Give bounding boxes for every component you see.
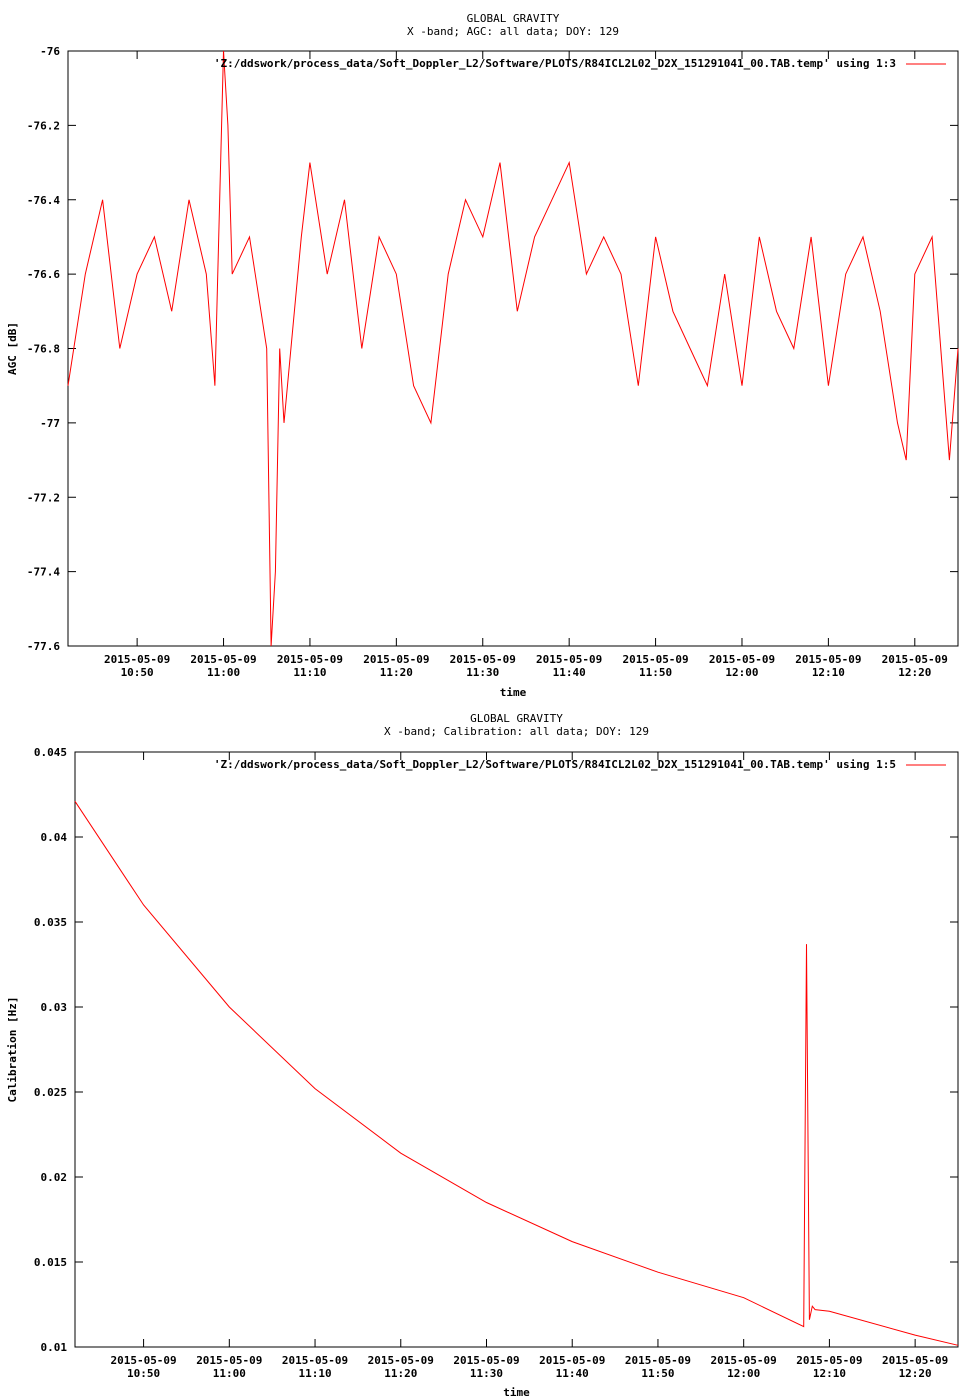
y-tick-label: 0.045 bbox=[34, 746, 67, 759]
y-tick-label: 0.015 bbox=[34, 1256, 67, 1269]
x-tick-date-label: 2015-05-09 bbox=[622, 653, 688, 666]
y-tick-label: 0.02 bbox=[41, 1171, 68, 1184]
y-tick-label: -76 bbox=[40, 45, 60, 58]
x-tick-time-label: 11:50 bbox=[639, 666, 672, 679]
x-tick-date-label: 2015-05-09 bbox=[190, 653, 256, 666]
series-line-1 bbox=[74, 801, 959, 1346]
y-tick-label: -76.4 bbox=[27, 194, 60, 207]
x-tick-time-label: 12:10 bbox=[813, 1367, 846, 1380]
x-tick-time-label: 11:40 bbox=[556, 1367, 589, 1380]
legend-label: 'Z:/ddswork/process_data/Soft_Doppler_L2… bbox=[214, 758, 896, 771]
y-tick-label: -77.2 bbox=[27, 491, 60, 504]
x-tick-time-label: 10:50 bbox=[127, 1367, 160, 1380]
x-tick-date-label: 2015-05-09 bbox=[110, 1354, 176, 1367]
y-tick-label: -77.6 bbox=[27, 640, 60, 653]
y-tick-label: 0.03 bbox=[41, 1001, 68, 1014]
chart-subtitle: X -band; Calibration: all data; DOY: 129 bbox=[384, 725, 649, 738]
y-tick-label: -76.8 bbox=[27, 343, 60, 356]
chart-title: GLOBAL GRAVITY bbox=[467, 12, 560, 25]
x-axis-label: time bbox=[503, 1386, 530, 1399]
x-axis-label: time bbox=[500, 686, 527, 699]
x-tick-date-label: 2015-05-09 bbox=[104, 653, 170, 666]
x-tick-date-label: 2015-05-09 bbox=[363, 653, 429, 666]
y-tick-label: 0.035 bbox=[34, 916, 67, 929]
x-tick-date-label: 2015-05-09 bbox=[711, 1354, 777, 1367]
x-tick-date-label: 2015-05-09 bbox=[536, 653, 602, 666]
y-axis-label: Calibration [Hz] bbox=[6, 997, 19, 1103]
x-tick-date-label: 2015-05-09 bbox=[282, 1354, 348, 1367]
x-tick-time-label: 11:10 bbox=[293, 666, 326, 679]
x-tick-date-label: 2015-05-09 bbox=[625, 1354, 691, 1367]
series-line-1 bbox=[67, 50, 959, 647]
x-tick-time-label: 11:40 bbox=[553, 666, 586, 679]
y-tick-label: -76.6 bbox=[27, 268, 60, 281]
y-axis-label: AGC [dB] bbox=[6, 322, 19, 375]
chart-title: GLOBAL GRAVITY bbox=[470, 712, 563, 725]
x-tick-time-label: 12:00 bbox=[727, 1367, 760, 1380]
x-tick-time-label: 11:20 bbox=[384, 1367, 417, 1380]
x-tick-date-label: 2015-05-09 bbox=[277, 653, 343, 666]
x-tick-time-label: 11:30 bbox=[470, 1367, 503, 1380]
x-tick-date-label: 2015-05-09 bbox=[196, 1354, 262, 1367]
x-tick-time-label: 11:10 bbox=[298, 1367, 331, 1380]
chart-subtitle: X -band; AGC: all data; DOY: 129 bbox=[407, 25, 619, 38]
x-tick-time-label: 11:00 bbox=[213, 1367, 246, 1380]
y-tick-label: 0.01 bbox=[41, 1341, 68, 1354]
x-tick-date-label: 2015-05-09 bbox=[882, 653, 948, 666]
y-tick-label: -76.2 bbox=[27, 119, 60, 132]
legend-label: 'Z:/ddswork/process_data/Soft_Doppler_L2… bbox=[214, 57, 896, 70]
x-tick-time-label: 10:50 bbox=[121, 666, 154, 679]
x-tick-time-label: 12:00 bbox=[725, 666, 758, 679]
x-tick-time-label: 12:20 bbox=[899, 1367, 932, 1380]
x-tick-time-label: 11:50 bbox=[641, 1367, 674, 1380]
plot-frame bbox=[74, 751, 959, 1348]
x-tick-date-label: 2015-05-09 bbox=[795, 653, 861, 666]
x-tick-date-label: 2015-05-09 bbox=[539, 1354, 605, 1367]
x-tick-time-label: 11:30 bbox=[466, 666, 499, 679]
x-tick-time-label: 11:00 bbox=[207, 666, 240, 679]
x-tick-date-label: 2015-05-09 bbox=[453, 1354, 519, 1367]
y-tick-label: 0.04 bbox=[41, 831, 68, 844]
x-tick-time-label: 11:20 bbox=[380, 666, 413, 679]
x-tick-time-label: 12:20 bbox=[898, 666, 931, 679]
x-tick-date-label: 2015-05-09 bbox=[796, 1354, 862, 1367]
y-tick-label: -77.4 bbox=[27, 566, 60, 579]
x-tick-date-label: 2015-05-09 bbox=[882, 1354, 948, 1367]
x-tick-date-label: 2015-05-09 bbox=[709, 653, 775, 666]
x-tick-date-label: 2015-05-09 bbox=[368, 1354, 434, 1367]
x-tick-date-label: 2015-05-09 bbox=[450, 653, 516, 666]
y-tick-label: -77 bbox=[40, 417, 60, 430]
y-tick-label: 0.025 bbox=[34, 1086, 67, 1099]
x-tick-time-label: 12:10 bbox=[812, 666, 845, 679]
